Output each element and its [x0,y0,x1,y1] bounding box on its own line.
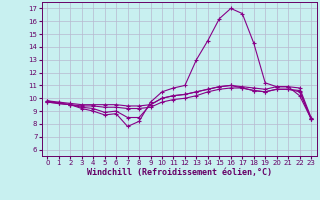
X-axis label: Windchill (Refroidissement éolien,°C): Windchill (Refroidissement éolien,°C) [87,168,272,177]
